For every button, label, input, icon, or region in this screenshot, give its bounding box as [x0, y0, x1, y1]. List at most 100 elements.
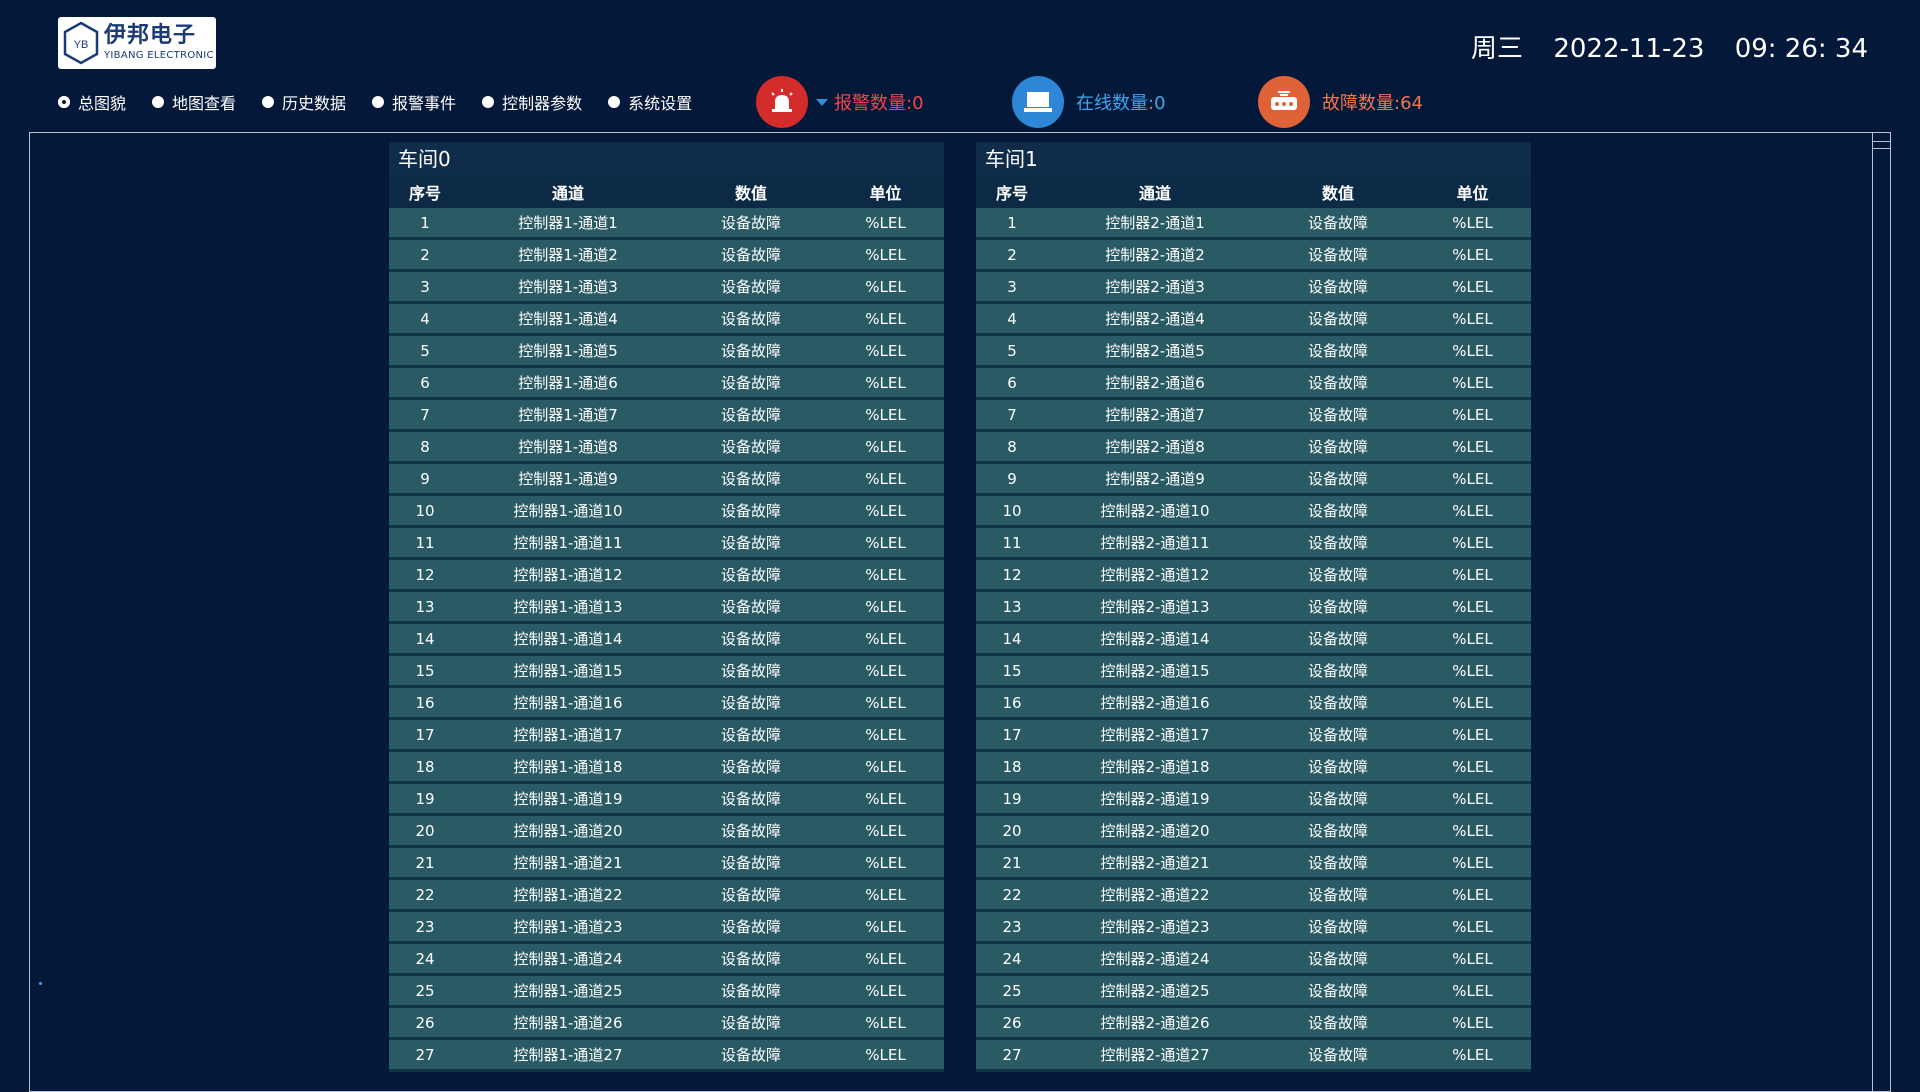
table-row[interactable]: 11 控制器2-通道11 设备故障 %LEL: [976, 528, 1531, 560]
table-row[interactable]: 8 控制器1-通道8 设备故障 %LEL: [389, 432, 944, 464]
table-row[interactable]: 22 控制器1-通道22 设备故障 %LEL: [389, 880, 944, 912]
col-header-value: 数值: [1262, 176, 1414, 208]
indicator-dot: [39, 982, 42, 985]
nav-map[interactable]: 地图查看: [152, 90, 236, 114]
chevron-down-icon[interactable]: [816, 98, 828, 106]
logo-hexagon-icon: YB: [63, 21, 99, 65]
table-row[interactable]: 26 控制器1-通道26 设备故障 %LEL: [389, 1008, 944, 1040]
table-row[interactable]: 14 控制器1-通道14 设备故障 %LEL: [389, 624, 944, 656]
cell-value: 设备故障: [675, 752, 827, 784]
table-row[interactable]: 13 控制器1-通道13 设备故障 %LEL: [389, 592, 944, 624]
table-row[interactable]: 27 控制器1-通道27 设备故障 %LEL: [389, 1040, 944, 1072]
table-row[interactable]: 17 控制器1-通道17 设备故障 %LEL: [389, 720, 944, 752]
cell-channel: 控制器1-通道22: [461, 880, 675, 912]
nav-label: 总图貌: [78, 94, 127, 113]
table-row[interactable]: 18 控制器1-通道18 设备故障 %LEL: [389, 752, 944, 784]
table-row[interactable]: 9 控制器2-通道9 设备故障 %LEL: [976, 464, 1531, 496]
table-row[interactable]: 20 控制器2-通道20 设备故障 %LEL: [976, 816, 1531, 848]
table-row[interactable]: 1 控制器2-通道1 设备故障 %LEL: [976, 208, 1531, 240]
table-row[interactable]: 12 控制器2-通道12 设备故障 %LEL: [976, 560, 1531, 592]
col-header-channel: 通道: [461, 176, 675, 208]
table-row[interactable]: 21 控制器1-通道21 设备故障 %LEL: [389, 848, 944, 880]
table-row[interactable]: 15 控制器2-通道15 设备故障 %LEL: [976, 656, 1531, 688]
table-row[interactable]: 10 控制器1-通道10 设备故障 %LEL: [389, 496, 944, 528]
table-row[interactable]: 19 控制器2-通道19 设备故障 %LEL: [976, 784, 1531, 816]
table-row[interactable]: 5 控制器1-通道5 设备故障 %LEL: [389, 336, 944, 368]
cell-unit: %LEL: [1414, 1008, 1531, 1040]
table-row[interactable]: 23 控制器1-通道23 设备故障 %LEL: [389, 912, 944, 944]
table-row[interactable]: 8 控制器2-通道8 设备故障 %LEL: [976, 432, 1531, 464]
table-row[interactable]: 26 控制器2-通道26 设备故障 %LEL: [976, 1008, 1531, 1040]
table-row[interactable]: 23 控制器2-通道23 设备故障 %LEL: [976, 912, 1531, 944]
table-row[interactable]: 7 控制器1-通道7 设备故障 %LEL: [389, 400, 944, 432]
cell-unit: %LEL: [827, 912, 944, 944]
radio-icon[interactable]: [152, 96, 165, 108]
nav-system-settings[interactable]: 系统设置: [608, 90, 692, 114]
table-row[interactable]: 24 控制器1-通道24 设备故障 %LEL: [389, 944, 944, 976]
fault-count[interactable]: 故障数量:64: [1258, 76, 1423, 128]
table-row[interactable]: 16 控制器1-通道16 设备故障 %LEL: [389, 688, 944, 720]
table-row[interactable]: 6 控制器2-通道6 设备故障 %LEL: [976, 368, 1531, 400]
table-row[interactable]: 6 控制器1-通道6 设备故障 %LEL: [389, 368, 944, 400]
table-row[interactable]: 5 控制器2-通道5 设备故障 %LEL: [976, 336, 1531, 368]
radio-selected-icon[interactable]: [58, 96, 70, 108]
table-row[interactable]: 17 控制器2-通道17 设备故障 %LEL: [976, 720, 1531, 752]
cell-value: 设备故障: [675, 464, 827, 496]
table-row[interactable]: 12 控制器1-通道12 设备故障 %LEL: [389, 560, 944, 592]
table-row[interactable]: 4 控制器1-通道4 设备故障 %LEL: [389, 304, 944, 336]
scrollbar[interactable]: [1872, 133, 1890, 1091]
cell-index: 25: [389, 976, 461, 1008]
table-row[interactable]: 2 控制器2-通道2 设备故障 %LEL: [976, 240, 1531, 272]
nav-alarm-events[interactable]: 报警事件: [372, 90, 456, 114]
table-row[interactable]: 13 控制器2-通道13 设备故障 %LEL: [976, 592, 1531, 624]
radio-icon[interactable]: [608, 96, 621, 108]
table-row[interactable]: 25 控制器1-通道25 设备故障 %LEL: [389, 976, 944, 1008]
table-row[interactable]: 27 控制器2-通道27 设备故障 %LEL: [976, 1040, 1531, 1072]
cell-channel: 控制器2-通道1: [1048, 208, 1262, 240]
cell-index: 14: [389, 624, 461, 656]
cell-unit: %LEL: [827, 336, 944, 368]
scrollbar-thumb[interactable]: [1873, 141, 1890, 149]
nav-overview[interactable]: 总图貌: [58, 90, 126, 114]
online-count[interactable]: 在线数量:0: [1012, 76, 1166, 128]
table-row[interactable]: 3 控制器2-通道3 设备故障 %LEL: [976, 272, 1531, 304]
cell-channel: 控制器2-通道24: [1048, 944, 1262, 976]
cell-channel: 控制器2-通道26: [1048, 1008, 1262, 1040]
table-row[interactable]: 25 控制器2-通道25 设备故障 %LEL: [976, 976, 1531, 1008]
nav-history[interactable]: 历史数据: [262, 90, 346, 114]
cell-channel: 控制器1-通道20: [461, 816, 675, 848]
cell-unit: %LEL: [1414, 1040, 1531, 1072]
table-row[interactable]: 11 控制器1-通道11 设备故障 %LEL: [389, 528, 944, 560]
cell-index: 13: [389, 592, 461, 624]
table-row[interactable]: 14 控制器2-通道14 设备故障 %LEL: [976, 624, 1531, 656]
cell-value: 设备故障: [675, 528, 827, 560]
nav-controller-params[interactable]: 控制器参数: [482, 90, 582, 114]
cell-value: 设备故障: [1262, 624, 1414, 656]
table-row[interactable]: 15 控制器1-通道15 设备故障 %LEL: [389, 656, 944, 688]
table-row[interactable]: 22 控制器2-通道22 设备故障 %LEL: [976, 880, 1531, 912]
alarm-count[interactable]: 报警数量:0: [756, 76, 924, 128]
table-row[interactable]: 2 控制器1-通道2 设备故障 %LEL: [389, 240, 944, 272]
cell-value: 设备故障: [1262, 496, 1414, 528]
cell-index: 22: [976, 880, 1048, 912]
table-row[interactable]: 18 控制器2-通道18 设备故障 %LEL: [976, 752, 1531, 784]
cell-value: 设备故障: [1262, 976, 1414, 1008]
table-row[interactable]: 7 控制器2-通道7 设备故障 %LEL: [976, 400, 1531, 432]
nav-label: 地图查看: [172, 94, 237, 113]
cell-value: 设备故障: [675, 912, 827, 944]
table-row[interactable]: 24 控制器2-通道24 设备故障 %LEL: [976, 944, 1531, 976]
table-row[interactable]: 9 控制器1-通道9 设备故障 %LEL: [389, 464, 944, 496]
table-row[interactable]: 4 控制器2-通道4 设备故障 %LEL: [976, 304, 1531, 336]
table-row[interactable]: 3 控制器1-通道3 设备故障 %LEL: [389, 272, 944, 304]
table-row[interactable]: 19 控制器1-通道19 设备故障 %LEL: [389, 784, 944, 816]
table-row[interactable]: 16 控制器2-通道16 设备故障 %LEL: [976, 688, 1531, 720]
cell-index: 16: [976, 688, 1048, 720]
radio-icon[interactable]: [262, 96, 275, 108]
table-row[interactable]: 1 控制器1-通道1 设备故障 %LEL: [389, 208, 944, 240]
table-row[interactable]: 21 控制器2-通道21 设备故障 %LEL: [976, 848, 1531, 880]
radio-icon[interactable]: [372, 96, 385, 108]
table-row[interactable]: 20 控制器1-通道20 设备故障 %LEL: [389, 816, 944, 848]
radio-icon[interactable]: [482, 96, 495, 108]
table-row[interactable]: 10 控制器2-通道10 设备故障 %LEL: [976, 496, 1531, 528]
cell-channel: 控制器2-通道13: [1048, 592, 1262, 624]
